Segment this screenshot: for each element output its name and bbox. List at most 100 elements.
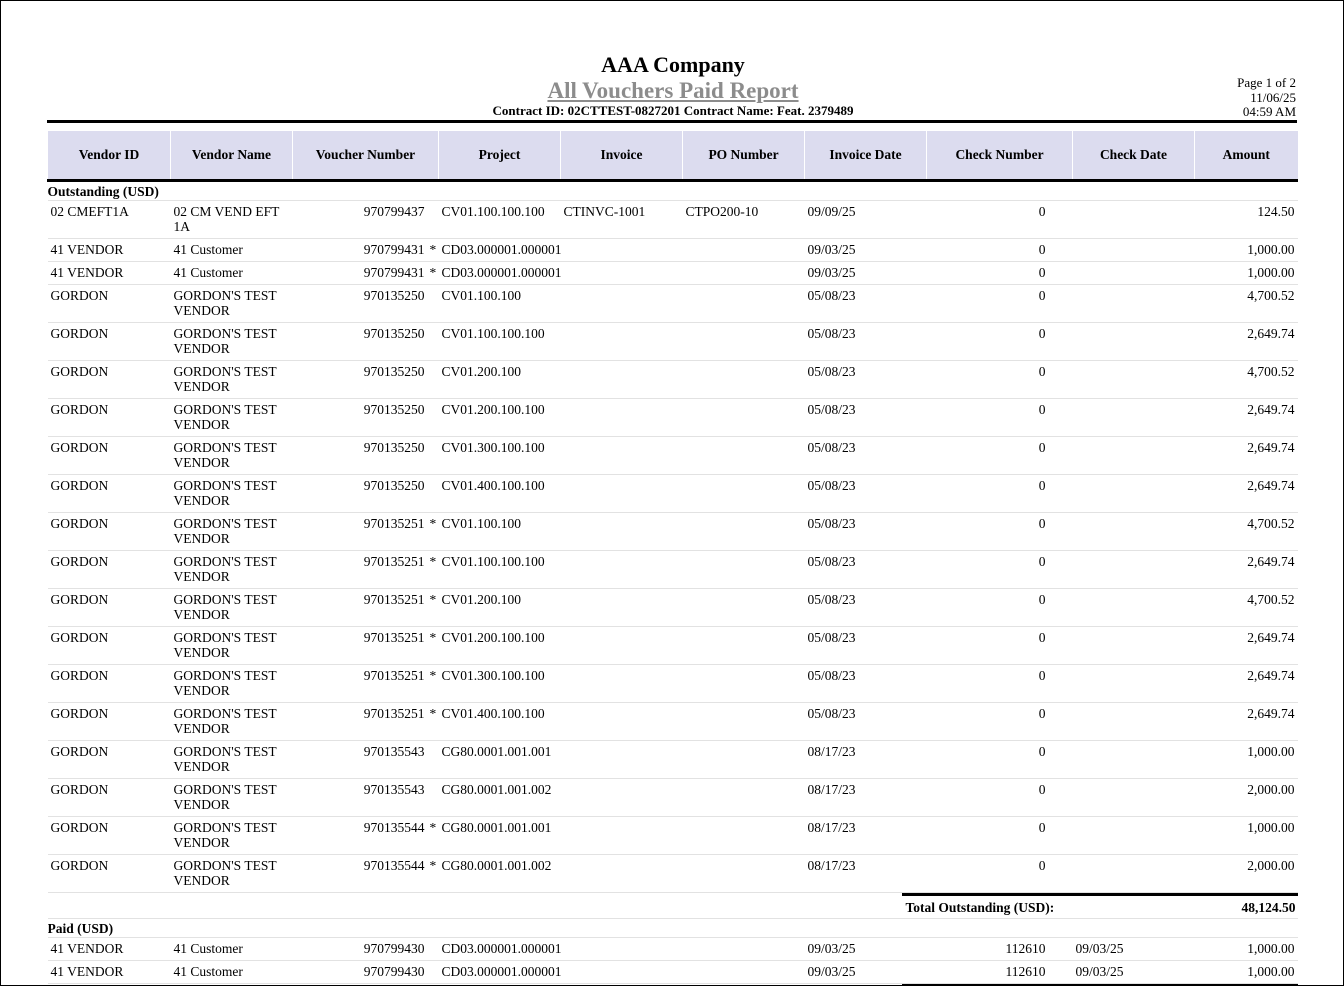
cell: 41 Customer	[170, 937, 293, 961]
cell	[1072, 284, 1195, 323]
cell: GORDON	[47, 550, 171, 589]
cell: CV01.400.100.100	[438, 702, 561, 741]
company-name: AAA Company	[601, 52, 745, 77]
cell: 08/17/23	[804, 778, 927, 817]
report-date: 11/06/25	[1250, 89, 1296, 105]
cell: GORDON'S TEST VENDOR	[170, 702, 293, 741]
cell	[682, 360, 805, 399]
cell: GORDON	[47, 626, 171, 665]
cell: GORDON	[47, 664, 171, 703]
header-row: Vendor ID Vendor Name Voucher Number Projec…	[47, 131, 1298, 182]
cell	[1072, 261, 1195, 285]
cell: 41 VENDOR	[47, 238, 171, 262]
total-cell: Total Paid (USD):2,000.00	[47, 983, 1298, 985]
cell: GORDON'S TEST VENDOR	[170, 360, 293, 399]
column-header: Voucher Number	[292, 131, 439, 182]
data-row: 41 VENDOR 41 Customer 970799431 * CD03.00000…	[47, 238, 1298, 262]
data-row: GORDON GORDON'S TEST VENDOR 970135251 * CV01…	[47, 664, 1298, 703]
cell: 05/08/23	[804, 664, 927, 703]
table-body: Outstanding (USD) 02 CMEFT1A 02 CM VEND EF…	[47, 180, 1298, 985]
voucher-flag: *	[429, 554, 437, 569]
cell: GORDON'S TEST VENDOR	[170, 398, 293, 437]
cell: CD03.000001.000001	[438, 238, 561, 262]
column-header: Check Number	[926, 131, 1073, 182]
page-number: Page 1 of 2	[1237, 75, 1296, 90]
cell: 970135544 *	[292, 854, 439, 893]
cell: 41 Customer	[170, 238, 293, 262]
cell: 41 Customer	[170, 261, 293, 285]
cell	[1072, 778, 1195, 817]
cell: 05/08/23	[804, 474, 927, 513]
cell: 970135251 *	[292, 550, 439, 589]
cell: 4,700.52	[1194, 512, 1298, 551]
cell: 970799430	[292, 937, 439, 961]
cell: 05/08/23	[804, 436, 927, 475]
cell: 08/17/23	[804, 854, 927, 893]
cell: CTINVC-1001	[560, 200, 683, 239]
total-box: Total Outstanding (USD): 48,124.50	[901, 893, 1298, 918]
cell	[1072, 740, 1195, 779]
cell: GORDON	[47, 284, 171, 323]
cell: GORDON	[47, 854, 171, 893]
cell: 05/08/23	[804, 702, 927, 741]
cell: CD03.000001.000001	[438, 261, 561, 285]
cell: 2,649.74	[1194, 626, 1298, 665]
cell: 970135251 *	[292, 702, 439, 741]
cell	[682, 436, 805, 475]
cell: 09/03/25	[804, 960, 927, 984]
cell: GORDON	[47, 702, 171, 741]
cell: 1,000.00	[1194, 238, 1298, 262]
data-row: GORDON GORDON'S TEST VENDOR 970135543 CG80.…	[47, 740, 1298, 779]
cell: 0	[926, 702, 1073, 741]
cell: 41 Customer	[170, 960, 293, 984]
data-row: GORDON GORDON'S TEST VENDOR 970135251 * CV01…	[47, 588, 1298, 627]
data-row: GORDON GORDON'S TEST VENDOR 970135250 CV01.…	[47, 322, 1298, 361]
voucher-flag: *	[429, 516, 437, 531]
data-row: GORDON GORDON'S TEST VENDOR 970135251 * CV01…	[47, 626, 1298, 665]
cell	[1072, 816, 1195, 855]
cell: 02 CM VEND EFT 1A	[170, 200, 293, 239]
cell	[1072, 360, 1195, 399]
cell: 970135251 *	[292, 588, 439, 627]
cell	[1072, 550, 1195, 589]
cell: 09/03/25	[804, 937, 927, 961]
cell	[560, 474, 683, 513]
cell: GORDON'S TEST VENDOR	[170, 550, 293, 589]
cell	[682, 398, 805, 437]
cell: 970799431 *	[292, 261, 439, 285]
cell: 2,649.74	[1194, 702, 1298, 741]
cell	[560, 664, 683, 703]
cell: 05/08/23	[804, 322, 927, 361]
cell: 0	[926, 588, 1073, 627]
cell: 1,000.00	[1194, 937, 1298, 961]
cell: CG80.0001.001.002	[438, 778, 561, 817]
data-row: GORDON GORDON'S TEST VENDOR 970135250 CV01.…	[47, 284, 1298, 323]
cell	[560, 626, 683, 665]
data-row: 41 VENDOR 41 Customer 970799430 CD03.000001…	[47, 937, 1298, 961]
data-row: GORDON GORDON'S TEST VENDOR 970135250 CV01.…	[47, 398, 1298, 437]
cell	[682, 960, 805, 984]
cell	[560, 261, 683, 285]
cell: CV01.200.100.100	[438, 626, 561, 665]
cell: GORDON'S TEST VENDOR	[170, 626, 293, 665]
cell	[682, 702, 805, 741]
cell: 41 VENDOR	[47, 937, 171, 961]
cell	[560, 588, 683, 627]
cell	[560, 398, 683, 437]
report-subtitle: Contract ID: 02CTTEST-0827201 Contract N…	[492, 103, 854, 118]
total-value: 48,124.50	[1241, 900, 1296, 915]
cell: CV01.200.100.100	[438, 398, 561, 437]
cell: 05/08/23	[804, 512, 927, 551]
cell: 09/03/25	[804, 261, 927, 285]
cell: 0	[926, 626, 1073, 665]
total-row: Total Outstanding (USD): 48,124.50	[47, 892, 1298, 919]
cell: 41 VENDOR	[47, 960, 171, 984]
cell	[560, 512, 683, 551]
cell: CV01.200.100	[438, 588, 561, 627]
total-row: Total Paid (USD):2,000.00	[47, 983, 1298, 985]
voucher-flag: *	[429, 265, 437, 280]
cell	[1072, 322, 1195, 361]
data-row: GORDON GORDON'S TEST VENDOR 970135251 * CV01…	[47, 702, 1298, 741]
cell	[1072, 854, 1195, 893]
